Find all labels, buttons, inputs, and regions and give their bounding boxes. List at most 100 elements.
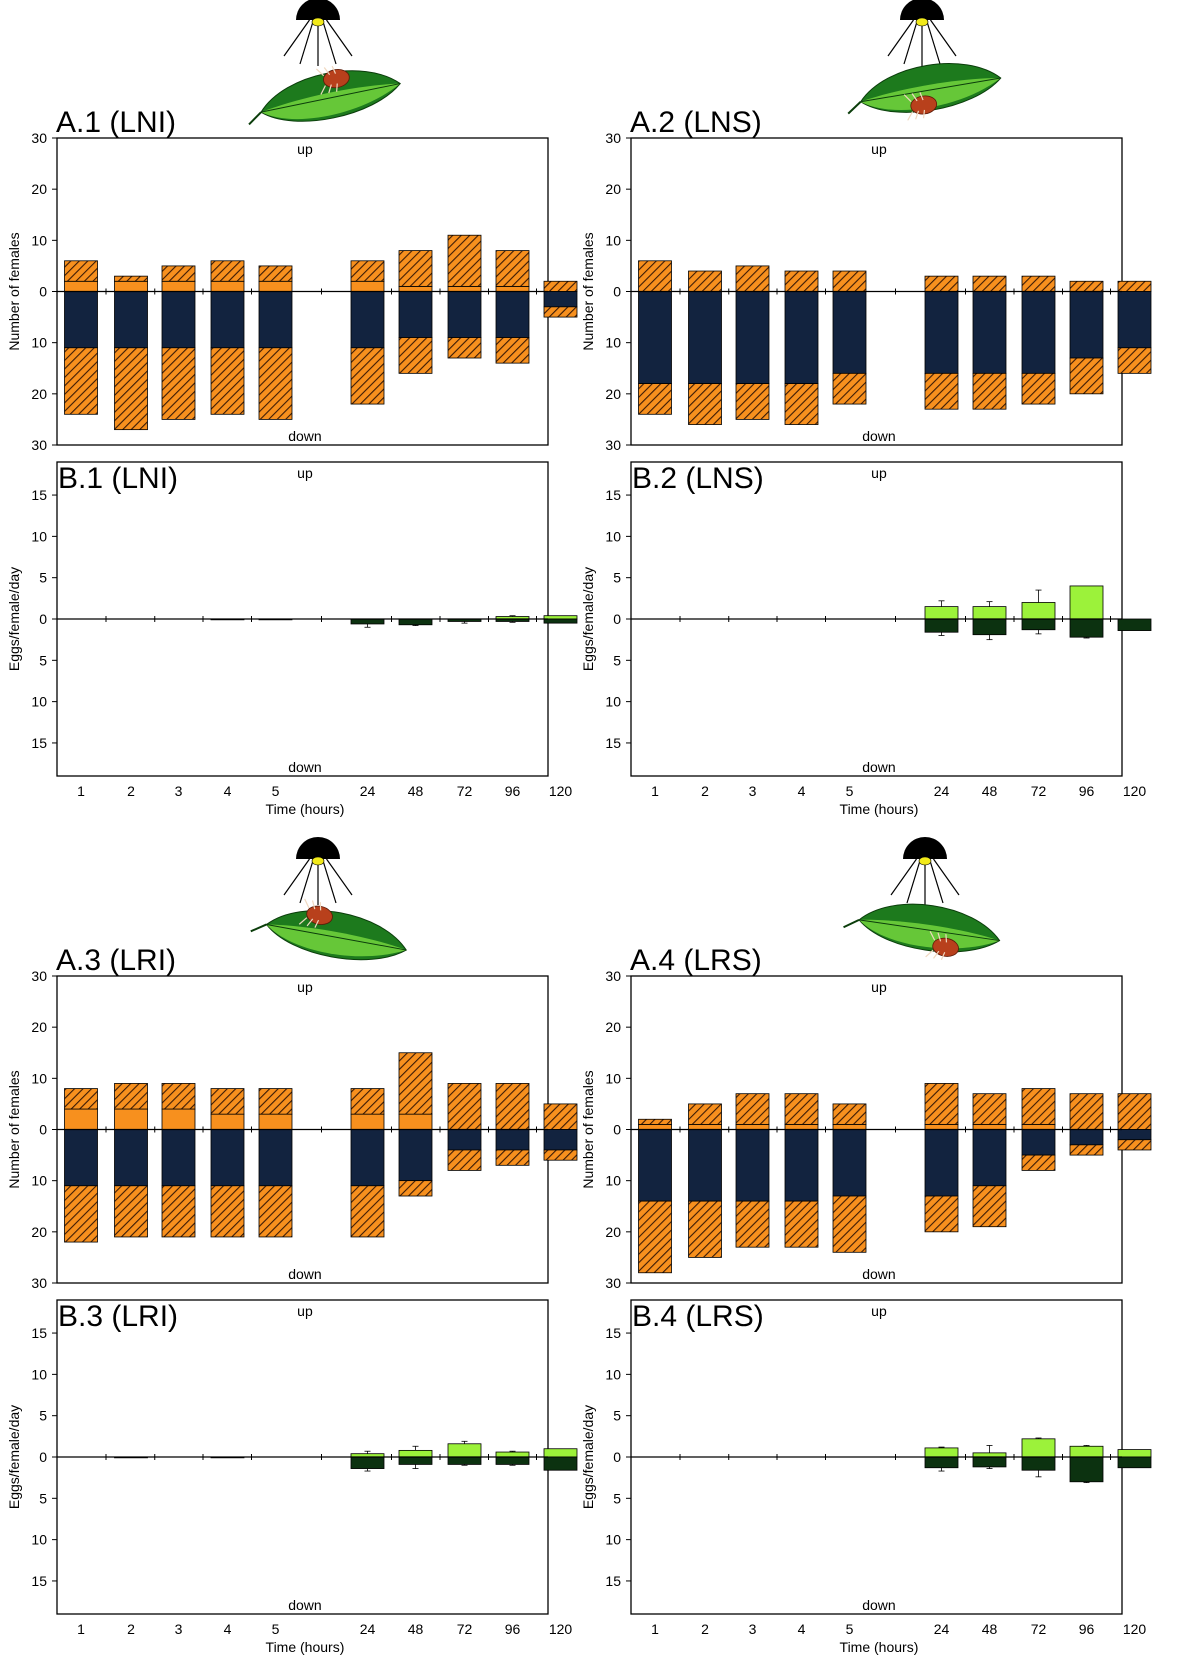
x-tick-label: 72 [457, 1621, 473, 1637]
bar-down-hatched [161, 347, 196, 420]
bar-up-hatched [972, 1093, 1007, 1125]
y-tick-label: 20 [31, 181, 47, 197]
chart-b2: B.2 (LNS)15105051015Eggs/female/dayupdow… [580, 461, 1152, 817]
bar-up-hatched [258, 265, 293, 282]
bar-up-hatched [784, 270, 819, 292]
bar-down-hatched [210, 347, 245, 415]
bar-up-solid [924, 1123, 959, 1130]
bar-down-solid [350, 1129, 385, 1187]
y-tick-label: 20 [31, 1224, 47, 1240]
down-label: down [288, 1266, 321, 1282]
bar-down-solid [258, 1129, 293, 1187]
chart-a3: A.3 (LRI) 30 20 10 0 10 20 30 Number of females u… [6, 944, 578, 1291]
bar-down-hatched [1117, 347, 1152, 374]
bar-down-hatched [688, 383, 722, 425]
x-tick-label: 4 [798, 1621, 806, 1637]
bar-up-solid [972, 1123, 1007, 1130]
y-axis-label: Number of females [580, 1070, 596, 1188]
y-tick-label: 5 [39, 1490, 47, 1506]
bar-down-solid [398, 1129, 433, 1182]
y-tick-label: 5 [613, 652, 621, 668]
bar-down-solid [784, 291, 819, 384]
lamp-icon [903, 837, 947, 859]
mite-leg [320, 85, 326, 95]
mite-leg [940, 951, 946, 960]
bar-up-eggs [543, 1448, 578, 1458]
lamp-icon [900, 0, 944, 20]
light-ray [925, 19, 941, 65]
bar-down-solid [784, 1129, 819, 1202]
bar-down-hatched [64, 347, 98, 415]
bar-down-hatched [258, 1185, 293, 1238]
bar-down-hatched [924, 1195, 959, 1233]
down-label: down [862, 1597, 895, 1613]
bar-down-eggs [924, 618, 959, 633]
bar-up-solid [398, 285, 433, 292]
x-tick-label: 120 [549, 1621, 573, 1637]
x-tick-label: 3 [749, 1621, 757, 1637]
leaf-icon [847, 63, 1002, 121]
bar-down-solid [350, 291, 385, 349]
y-tick-label: 0 [39, 1122, 47, 1138]
x-tick-label: 1 [651, 783, 659, 799]
y-axis-label: Eggs/female/day [6, 567, 22, 671]
bar-up-solid [350, 280, 385, 292]
bar-up-eggs [495, 1451, 530, 1458]
bar-up-hatched [924, 1083, 959, 1125]
y-axis-label: Number of females [580, 232, 596, 350]
leaf-icon [248, 65, 401, 126]
bar-up-solid [495, 285, 530, 292]
bar-up-hatched [924, 275, 959, 292]
bar-up-hatched [161, 1083, 196, 1110]
bar-down-solid [972, 1129, 1007, 1187]
bar-up-hatched [972, 275, 1007, 292]
bar-up-eggs [1069, 1445, 1104, 1458]
x-tick-label: 4 [224, 1621, 232, 1637]
bar-up-eggs [1069, 585, 1104, 620]
bar-up-hatched [495, 1083, 530, 1130]
bar-down-hatched [832, 372, 867, 405]
bar-down-eggs [350, 1456, 385, 1469]
bar-down-eggs [350, 618, 385, 625]
y-tick-label: 20 [605, 386, 621, 402]
mite-icon [298, 898, 333, 928]
bar-up-hatched [784, 1093, 819, 1125]
y-tick-label: 10 [605, 528, 621, 544]
y-tick-label: 0 [613, 611, 621, 627]
bar-down-hatched [114, 347, 148, 431]
bar-up-solid [258, 280, 293, 292]
bar-up-hatched [398, 250, 433, 287]
bar-down-hatched [350, 347, 385, 405]
mite-icon [925, 931, 959, 960]
panel-title: A.3 (LRI) [56, 944, 176, 977]
bar-down-solid [735, 1129, 770, 1202]
bar-up-solid [688, 1123, 722, 1130]
panel-title: A.1 (LNI) [56, 106, 176, 139]
x-tick-label: 24 [360, 1621, 376, 1637]
down-label: down [288, 759, 321, 775]
bar-up-hatched [350, 1088, 385, 1115]
illustration-a1 [248, 0, 401, 126]
bar-down-solid [398, 291, 433, 338]
bar-up-solid [161, 1108, 196, 1130]
bar-down-solid [495, 291, 530, 338]
mite-leg [922, 109, 926, 119]
bar-down-eggs [1021, 1456, 1056, 1471]
mite-leg [323, 67, 331, 76]
mite-leg [315, 68, 325, 77]
bar-down-hatched [114, 1185, 148, 1238]
leaf-stem [250, 923, 267, 933]
leaf-midrib [266, 923, 407, 951]
bar-down-hatched [1069, 1144, 1104, 1156]
mite-leg [306, 918, 314, 927]
y-tick-label: 10 [31, 1532, 47, 1548]
y-tick-label: 10 [31, 335, 47, 351]
y-tick-label: 5 [39, 652, 47, 668]
up-label: up [297, 465, 313, 481]
bar-down-hatched [350, 1185, 385, 1238]
light-ray [283, 858, 310, 896]
bar-up-hatched [638, 1118, 672, 1125]
leaf-light-face [261, 83, 401, 120]
bar-down-hatched [735, 1200, 770, 1248]
mite-leg [328, 84, 332, 94]
